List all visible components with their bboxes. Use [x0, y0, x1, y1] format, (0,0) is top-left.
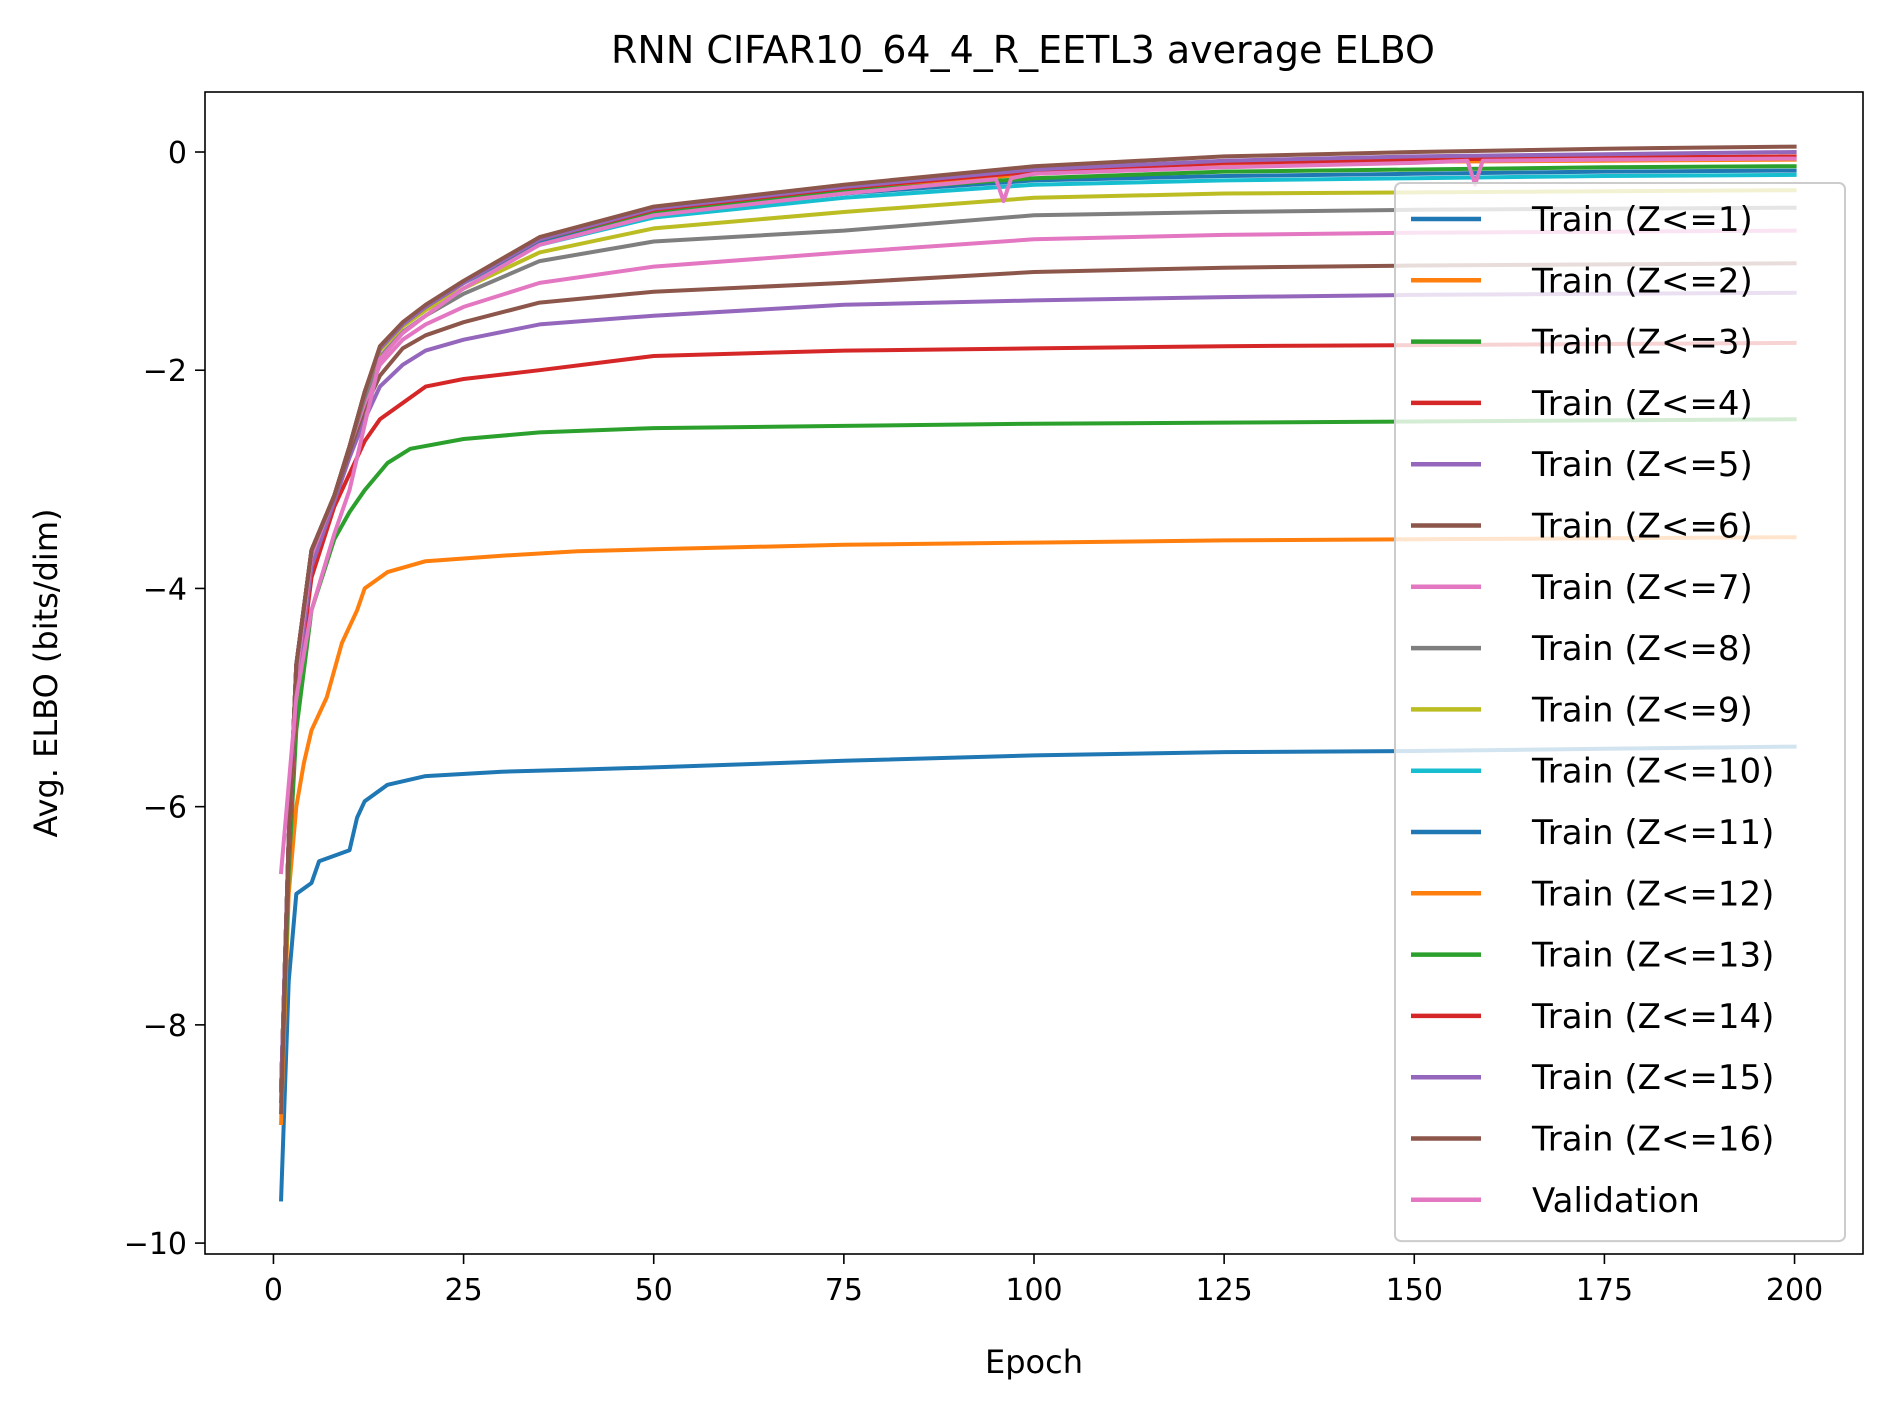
legend-label: Validation: [1532, 1181, 1700, 1221]
y-tick-label: −10: [124, 1227, 187, 1262]
legend-label: Train (Z<=5): [1531, 445, 1753, 485]
series-line-17: [278, 156, 1797, 875]
x-tick-label: 100: [1005, 1273, 1062, 1308]
legend-box: [1394, 182, 1846, 1243]
legend-label: Train (Z<=4): [1531, 384, 1753, 424]
y-tick-label: −2: [143, 354, 187, 389]
plot-area: [278, 144, 1797, 1202]
x-tick-label: 150: [1386, 1273, 1443, 1308]
series-line-2: [279, 535, 1797, 1126]
legend-label: Train (Z<=10): [1531, 752, 1774, 792]
x-tick-label: 125: [1196, 1273, 1253, 1308]
x-tick-label: 200: [1766, 1273, 1823, 1308]
y-axis: 0 −2 −4 −6 −8 −10: [124, 136, 205, 1262]
y-tick-label: −6: [143, 791, 187, 826]
x-axis: 0 25 50 75 100 125 150 175 200: [264, 1254, 1823, 1308]
x-tick-label: 175: [1576, 1273, 1633, 1308]
legend-label: Train (Z<=1): [1531, 200, 1753, 240]
legend-label: Train (Z<=3): [1531, 323, 1753, 363]
series-line-1: [279, 744, 1797, 1202]
legend-label: Train (Z<=12): [1531, 874, 1774, 914]
legend-label: Train (Z<=6): [1531, 507, 1753, 547]
y-axis-label: Avg. ELBO (bits/dim): [27, 509, 65, 838]
legend-label: Train (Z<=13): [1531, 936, 1774, 976]
legend: Train (Z<=1) Train (Z<=2) Train (Z<=3) Trai…: [1394, 182, 1846, 1243]
series-line-16: [279, 144, 1797, 1115]
legend-label: Train (Z<=16): [1531, 1120, 1774, 1160]
legend-label: Train (Z<=8): [1531, 629, 1753, 669]
legend-label: Train (Z<=11): [1531, 813, 1774, 853]
x-tick-label: 50: [635, 1273, 673, 1308]
y-tick-label: 0: [168, 136, 187, 171]
x-axis-label: Epoch: [985, 1343, 1083, 1381]
chart-title: RNN CIFAR10_64_4_R_EETL3 average ELBO: [611, 28, 1435, 72]
legend-label: Train (Z<=9): [1531, 690, 1753, 730]
y-tick-label: −8: [143, 1009, 187, 1044]
x-tick-label: 75: [825, 1273, 863, 1308]
legend-label: Train (Z<=2): [1531, 261, 1753, 301]
x-tick-label: 0: [264, 1273, 283, 1308]
legend-label: Train (Z<=14): [1531, 997, 1774, 1037]
legend-label: Train (Z<=7): [1531, 568, 1753, 608]
y-tick-label: −4: [143, 572, 187, 607]
x-tick-label: 25: [444, 1273, 482, 1308]
legend-label: Train (Z<=15): [1531, 1058, 1774, 1098]
